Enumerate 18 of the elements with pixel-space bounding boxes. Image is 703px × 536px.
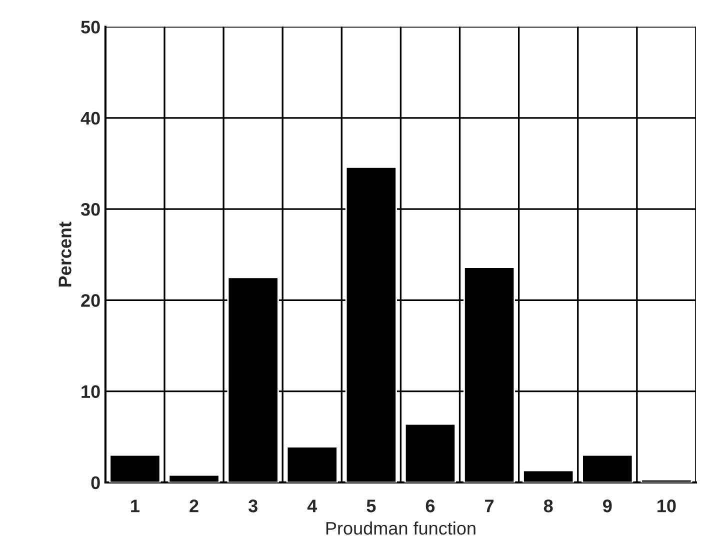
x-tick-label: 4 — [307, 500, 318, 512]
y-tick-label: 0 — [91, 476, 100, 490]
x-axis-title: Proudman function — [326, 521, 476, 535]
y-tick-label: 10 — [82, 385, 100, 398]
x-tick-label: 8 — [544, 500, 553, 512]
x-tick-label: 1 — [131, 500, 140, 512]
x-tick-label: 3 — [248, 500, 258, 512]
y-tick-label: 50 — [81, 20, 100, 34]
x-tick-label: 5 — [366, 500, 376, 512]
y-axis-title: Percent — [58, 222, 72, 287]
y-tick-label: 30 — [80, 202, 100, 216]
x-tick-label: 10 — [658, 500, 676, 512]
x-tick-label: 6 — [426, 500, 435, 512]
x-tick-label: 9 — [603, 500, 612, 512]
y-tick-label: 40 — [80, 112, 100, 125]
y-tick-label: 20 — [81, 294, 100, 307]
x-tick-label: 2 — [190, 500, 198, 512]
x-tick-label: 7 — [485, 500, 494, 512]
